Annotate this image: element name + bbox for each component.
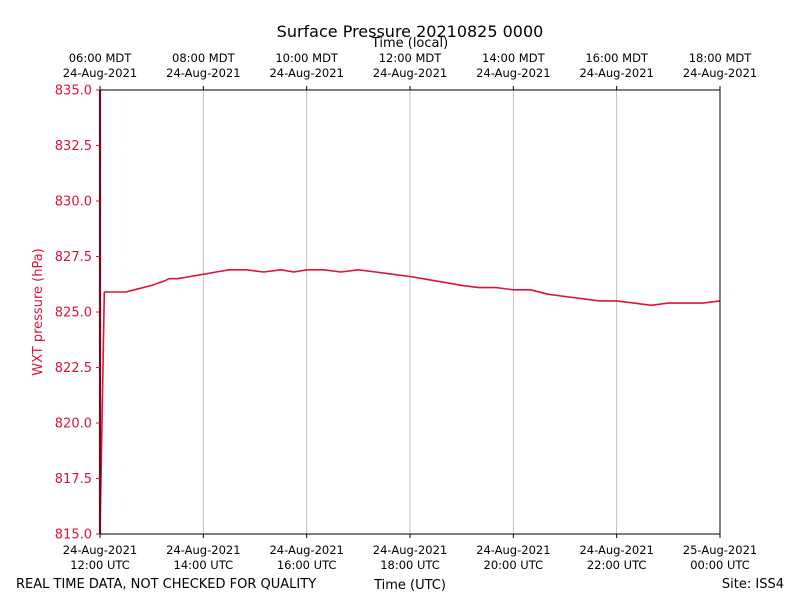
x-tick-label-date: 24-Aug-2021 xyxy=(269,543,343,557)
x-tick-label-time: 16:00 UTC xyxy=(277,558,337,572)
grid-lines xyxy=(202,90,618,534)
y-tick-label: 835.0 xyxy=(55,84,92,99)
bottom-axis-label: Time (UTC) xyxy=(373,578,446,593)
x-tick-label-time: 18:00 UTC xyxy=(380,558,440,572)
top-axis-label: Time (local) xyxy=(371,36,448,51)
x-tick-label-time: 14:00 UTC xyxy=(174,558,234,572)
x-tick-label-date: 24-Aug-2021 xyxy=(373,543,447,557)
y-axis-ticks: 815.0 817.5 820.0 822.5 825.0 827.5 830.0 832.5… xyxy=(55,84,100,543)
pressure-series-line xyxy=(99,269,721,535)
top-tick-label-date: 24-Aug-2021 xyxy=(579,66,653,80)
x-tick-label-time: 22:00 UTC xyxy=(587,558,647,572)
top-tick-label-time: 18:00 MDT xyxy=(689,51,753,65)
top-tick-label-date: 24-Aug-2021 xyxy=(373,66,447,80)
top-tick-label-time: 16:00 MDT xyxy=(585,51,649,65)
top-tick-label-date: 24-Aug-2021 xyxy=(166,66,240,80)
x-tick-label-date: 25-Aug-2021 xyxy=(683,543,757,557)
top-tick-label-date: 24-Aug-2021 xyxy=(269,66,343,80)
y-axis-label: WXT pressure (hPa) xyxy=(31,248,46,376)
site-label: Site: ISS4 xyxy=(722,577,784,592)
y-tick-label: 817.5 xyxy=(55,472,92,487)
top-tick-label-time: 10:00 MDT xyxy=(275,51,339,65)
x-tick-label-time: 12:00 UTC xyxy=(70,558,130,572)
y-tick-label: 822.5 xyxy=(55,361,92,376)
top-tick-label-date: 24-Aug-2021 xyxy=(476,66,550,80)
x-tick-label-time: 20:00 UTC xyxy=(484,558,544,572)
top-tick-label-date: 24-Aug-2021 xyxy=(683,66,757,80)
top-tick-label-time: 12:00 MDT xyxy=(379,51,443,65)
top-tick-label-time: 06:00 MDT xyxy=(69,51,133,65)
top-tick-label-time: 14:00 MDT xyxy=(482,51,546,65)
y-tick-label: 825.0 xyxy=(55,306,92,321)
y-tick-label: 827.5 xyxy=(55,250,92,265)
y-tick-label: 830.0 xyxy=(55,195,92,210)
top-tick-label-time: 08:00 MDT xyxy=(172,51,236,65)
top-tick-label-date: 24-Aug-2021 xyxy=(63,66,137,80)
chart-title: Surface Pressure 20210825 0000 xyxy=(277,22,544,41)
x-tick-label-date: 24-Aug-2021 xyxy=(166,543,240,557)
x-tick-label-date: 24-Aug-2021 xyxy=(476,543,550,557)
x-tick-label-time: 00:00 UTC xyxy=(690,558,750,572)
y-tick-label: 832.5 xyxy=(55,139,92,154)
quality-notice: REAL TIME DATA, NOT CHECKED FOR QUALITY xyxy=(16,577,316,592)
x-tick-label-date: 24-Aug-2021 xyxy=(579,543,653,557)
y-tick-label: 820.0 xyxy=(55,417,92,432)
x-tick-label-date: 24-Aug-2021 xyxy=(63,543,137,557)
y-tick-label: 815.0 xyxy=(55,528,92,543)
